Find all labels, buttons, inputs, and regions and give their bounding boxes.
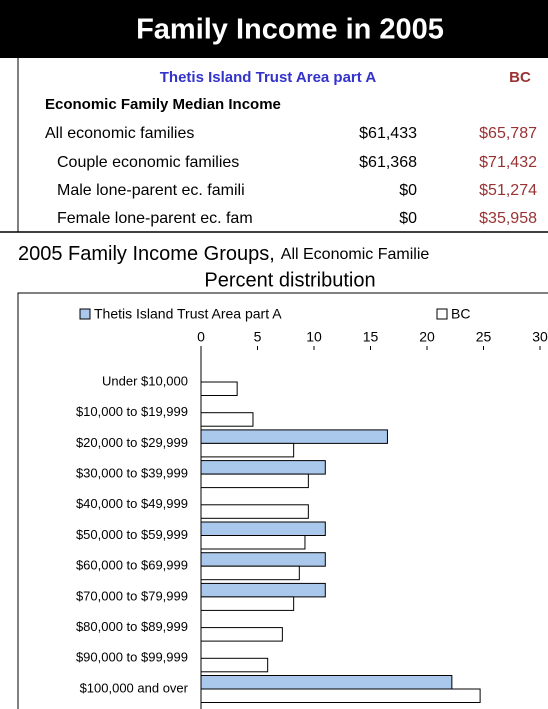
row-value: $61,433	[359, 125, 417, 142]
row-value-bc: $65,787	[479, 125, 537, 142]
y-tick-label: $60,000 to $69,999	[76, 558, 188, 573]
bar	[200, 627, 283, 642]
bar	[200, 442, 295, 458]
legend-label: BC	[451, 306, 470, 322]
row-value: $0	[399, 182, 417, 199]
row-value: $0	[399, 210, 417, 227]
y-tick-label: $20,000 to $29,999	[76, 435, 188, 450]
bar	[200, 565, 300, 581]
row-value-bc: $51,274	[479, 182, 537, 199]
row-label: Female lone-parent ec. fam	[57, 210, 253, 227]
chart-title: 2005 Family Income Groups, All Economic F…	[18, 243, 429, 265]
bar	[200, 675, 453, 690]
legend-label: Thetis Island Trust Area part A	[94, 306, 282, 322]
bar	[200, 657, 269, 673]
y-tick-label: $70,000 to $79,999	[76, 588, 188, 603]
bar	[200, 582, 326, 598]
bar	[200, 596, 295, 611]
section-header: Economic Family Median Income	[45, 96, 281, 113]
x-tick-label: 0	[197, 329, 205, 345]
bar	[200, 688, 481, 703]
column-header: Thetis Island Trust Area part A	[160, 69, 377, 86]
row-label: All economic families	[45, 125, 194, 142]
page-title: Family Income in 2005	[136, 14, 444, 46]
title-bar	[0, 0, 548, 58]
row-label: Male lone-parent ec. famili	[57, 182, 245, 199]
chart-title-note: All Economic Familie	[281, 246, 430, 263]
y-tick-label: $30,000 to $39,999	[76, 466, 188, 481]
row-value: $61,368	[359, 154, 417, 171]
bar	[200, 535, 306, 550]
x-tick-label: 5	[254, 329, 262, 345]
row-value-bc: $71,432	[479, 154, 537, 171]
legend-swatch	[79, 308, 91, 320]
y-tick-label: Under $10,000	[102, 373, 188, 388]
bar	[200, 460, 326, 475]
y-tick-label: $50,000 to $59,999	[76, 527, 188, 542]
bar	[200, 381, 238, 396]
x-tick-label: 15	[363, 329, 379, 345]
row-value-bc: $35,958	[479, 210, 537, 227]
row-label: Couple economic families	[57, 154, 239, 171]
bar	[200, 504, 309, 519]
y-tick-label: $10,000 to $19,999	[76, 404, 188, 419]
y-tick-label: $80,000 to $89,999	[76, 619, 188, 634]
y-tick-label: $90,000 to $99,999	[76, 650, 188, 665]
y-tick-label: $40,000 to $49,999	[76, 496, 188, 511]
chart-frame	[17, 292, 548, 709]
x-tick-label: 10	[306, 329, 322, 345]
y-tick-label: $100,000 and over	[80, 680, 189, 695]
bar	[200, 521, 326, 536]
chart-subtitle: Percent distribution	[204, 269, 375, 291]
x-tick-label: 30	[532, 329, 548, 345]
bar	[200, 552, 326, 567]
x-tick-label: 25	[476, 329, 492, 345]
bar	[200, 473, 309, 489]
column-header: BC	[509, 69, 531, 86]
x-tick-label: 20	[419, 329, 435, 345]
legend-swatch	[436, 308, 448, 320]
bar	[200, 412, 254, 427]
bar	[200, 429, 388, 444]
chart-title-main: 2005 Family Income Groups,	[18, 243, 275, 265]
